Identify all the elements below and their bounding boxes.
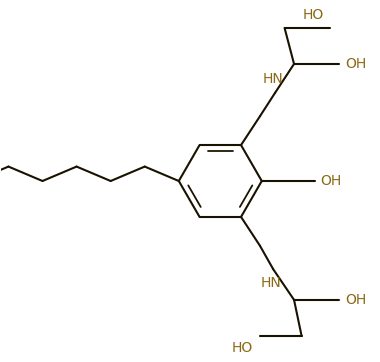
Text: OH: OH — [345, 57, 366, 71]
Text: HO: HO — [231, 341, 252, 355]
Text: HN: HN — [263, 72, 283, 85]
Text: OH: OH — [345, 293, 366, 307]
Text: HO: HO — [303, 8, 324, 22]
Text: OH: OH — [320, 174, 342, 188]
Text: HN: HN — [261, 277, 282, 290]
